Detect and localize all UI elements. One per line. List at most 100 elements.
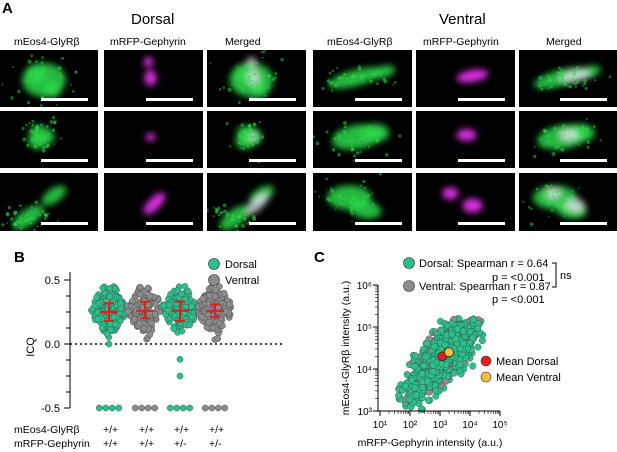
microscopy-tile-15 [313, 173, 412, 231]
scale-bar [145, 159, 194, 162]
c-data-point [474, 324, 482, 332]
c-data-point [437, 326, 445, 334]
microscopy-tile-9 [313, 111, 412, 168]
b-data-point [184, 287, 192, 295]
scale-bar [248, 159, 297, 162]
microscopy-tile-12 [0, 173, 98, 231]
c-data-point [420, 362, 428, 370]
microscopy-tile-7 [104, 111, 203, 168]
c-y-tick-label: 10⁶ [357, 281, 372, 292]
microscopy-tile-5 [519, 50, 617, 107]
b-outlier-point [166, 404, 174, 412]
microscopy-tile-16 [416, 173, 515, 231]
c-y-axis-label: mEos4-GlyRβ intensity (a.u.) [340, 281, 352, 415]
microscopy-tile-13 [104, 173, 203, 231]
b-outlier-point [108, 404, 116, 412]
b-data-point [212, 286, 219, 294]
b-outlier-point [214, 404, 222, 412]
c-y-tick-label: 10⁵ [357, 323, 372, 334]
b-data-point [144, 284, 152, 292]
b-data-point [94, 315, 102, 323]
scale-bar [354, 159, 403, 162]
b-y-tick-label: -0.5 [41, 403, 60, 415]
legend-dorsal-label: Dorsal [225, 259, 257, 271]
microscopy-tile-4 [416, 50, 515, 107]
b-data-point [152, 300, 160, 308]
genotype-value: +/+ [174, 424, 190, 436]
c-legend-mean-dorsal: Mean Dorsal [496, 356, 558, 368]
microscopy-tile-1 [104, 50, 203, 107]
scale-bar [457, 159, 506, 162]
col-title-ventral-merged: Merged [546, 36, 582, 48]
c-data-point [432, 387, 440, 395]
b-y-tick-label: 0.5 [45, 275, 60, 287]
b-data-point [215, 319, 223, 327]
b-outlier-point [221, 404, 229, 412]
col-title-ventral-gephyrin: mRFP-Gephyrin [423, 36, 499, 48]
scale-bar [41, 98, 89, 101]
c-data-point [406, 395, 414, 403]
c-mean-ventral-point [444, 347, 454, 358]
c-x-axis-label: mRFP-Gephyrin intensity (a.u.) [358, 437, 503, 449]
c-y-tick-label: 10⁴ [357, 365, 372, 376]
b-data-point [199, 295, 207, 303]
genotype-row-label-glyr: mEos4-GlyRβ [14, 424, 80, 436]
b-outlier-point [201, 404, 209, 412]
dorsal-title: Dorsal [131, 11, 175, 28]
b-outlier-point [151, 404, 159, 412]
c-data-point [429, 368, 437, 376]
c-data-point [418, 370, 426, 378]
c-data-point [411, 384, 419, 392]
b-data-point [188, 303, 195, 310]
b-data-point [171, 312, 179, 320]
b-data-point [109, 298, 117, 306]
c-x-tick-label: 10² [403, 420, 418, 431]
b-data-point [117, 305, 125, 312]
microscopy-tile-11 [519, 111, 617, 168]
b-data-point [214, 335, 222, 342]
c-stat-dorsal-p: p = <0.001 [492, 272, 545, 284]
microscopy-tile-3 [313, 50, 412, 107]
scale-bar [457, 98, 506, 101]
c-data-point [402, 382, 409, 390]
microscopy-tile-17 [519, 173, 617, 231]
b-data-point [135, 320, 143, 327]
b-outlier-point [102, 404, 110, 412]
scale-bar [560, 98, 608, 101]
c-data-point [469, 334, 477, 342]
b-data-point [226, 301, 233, 308]
c-data-point [429, 361, 437, 369]
b-data-point [186, 321, 194, 329]
microscopy-tile-14 [207, 173, 306, 231]
c-data-point [419, 384, 427, 391]
b-data-point [98, 324, 106, 332]
c-x-tick-label: 10³ [433, 420, 448, 431]
b-outlier-point [176, 372, 184, 380]
c-data-point [456, 360, 464, 368]
b-outlier-point [131, 404, 139, 412]
microscopy-tile-6 [0, 111, 98, 168]
b-data-point [146, 292, 154, 300]
c-data-point [441, 341, 449, 349]
c-stat-dorsal: Dorsal: Spearman r = 0.64 [419, 258, 548, 270]
scale-bar [457, 222, 506, 225]
c-x-tick-label: 10⁵ [492, 420, 507, 431]
c-data-point [423, 340, 431, 348]
c-ns-label: ns [560, 270, 572, 282]
b-y-axis-label: ICQ [25, 337, 37, 357]
b-outlier-point [179, 404, 187, 412]
scale-bar [560, 222, 608, 225]
b-data-point [91, 302, 99, 309]
b-outlier-point [105, 340, 113, 348]
b-outlier-point [176, 356, 184, 363]
b-data-point [130, 315, 138, 323]
b-outlier-point [138, 404, 146, 412]
genotype-value: +/+ [209, 424, 225, 436]
b-data-point [166, 301, 173, 309]
c-x-tick-label: 10¹ [373, 420, 388, 431]
b-data-point [146, 331, 154, 338]
c-data-point [395, 392, 403, 399]
b-data-point [103, 330, 111, 338]
c-data-point [411, 352, 419, 360]
scale-bar [41, 159, 89, 162]
